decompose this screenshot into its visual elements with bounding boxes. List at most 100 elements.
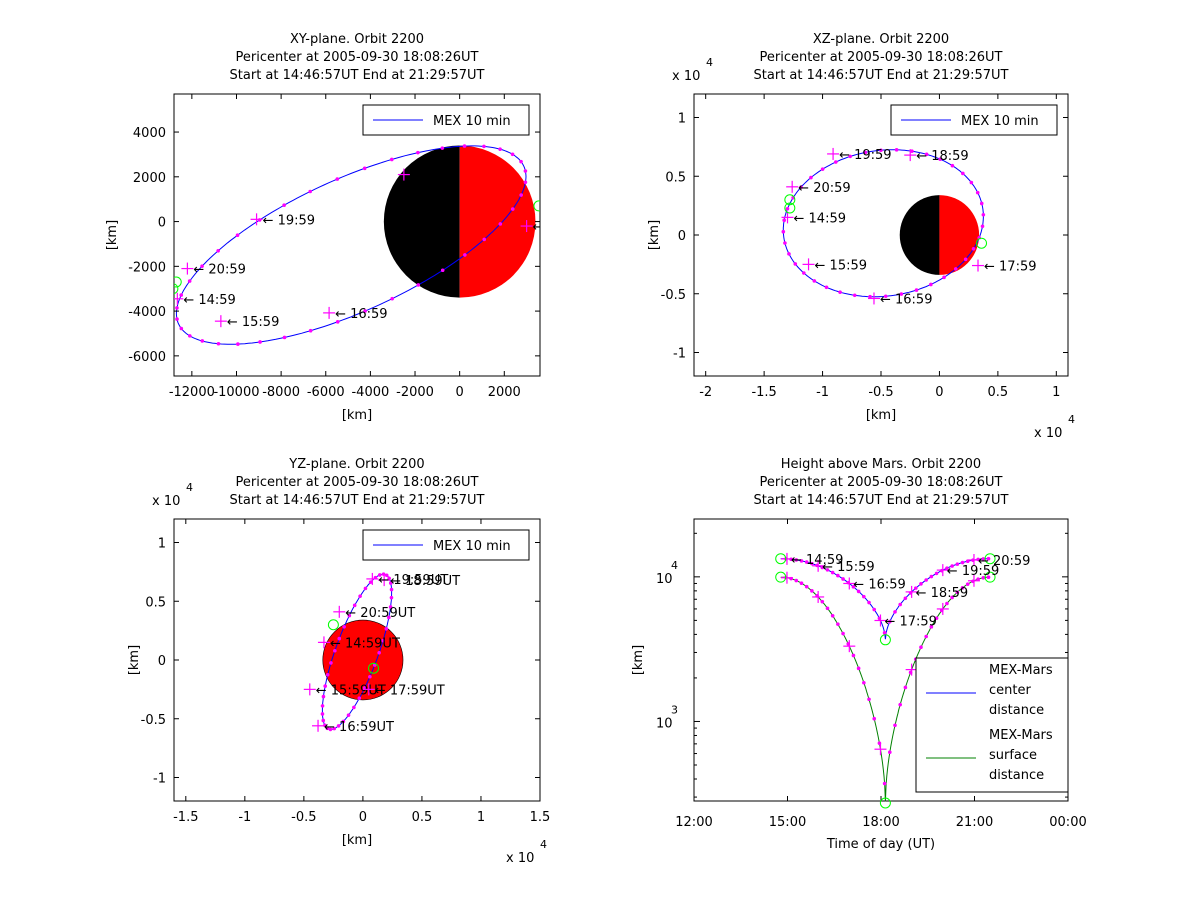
chart-title-line: Pericenter at 2005-09-30 18:08:26UT — [759, 475, 1002, 490]
ten-minute-marker — [924, 634, 928, 639]
ten-minute-marker — [938, 157, 942, 162]
ten-minute-marker — [188, 334, 192, 338]
start-end-marker — [784, 194, 796, 206]
x-tick-label: -1 — [238, 810, 251, 825]
ten-minute-marker — [986, 556, 991, 561]
ten-minute-marker — [387, 615, 391, 620]
legend-label: MEX 10 min — [433, 539, 511, 554]
hour-label: ← 18:59UT — [390, 574, 460, 589]
ten-minute-marker — [851, 585, 856, 589]
ten-minute-marker — [363, 309, 367, 313]
ten-minute-marker — [934, 616, 939, 620]
ten-minute-marker — [384, 573, 389, 578]
ten-minute-marker — [357, 696, 362, 701]
hour-label: ← 20:59 — [798, 181, 851, 196]
ten-minute-marker — [390, 296, 395, 301]
ten-minute-marker — [955, 590, 960, 595]
legend-label: MEX 10 min — [433, 114, 511, 129]
start-end-marker — [533, 200, 540, 212]
ten-minute-marker — [955, 562, 960, 566]
hour-label: ← 16:59UT — [324, 720, 394, 735]
ten-minute-marker — [389, 595, 394, 600]
ten-minute-marker — [980, 224, 985, 229]
ten-minute-marker — [868, 294, 872, 299]
ten-minute-marker — [235, 233, 240, 238]
chart-title-line: Pericenter at 2005-09-30 18:08:26UT — [759, 50, 1002, 65]
ten-minute-marker — [793, 262, 798, 266]
pericenter-marker — [879, 634, 891, 646]
hour-label: ← 20:59 — [193, 263, 246, 278]
x-tick-label: -2 — [699, 385, 712, 400]
y-axis-label: [km] — [105, 220, 120, 250]
ten-minute-marker — [924, 578, 928, 582]
x-tick-label: -8000 — [262, 385, 300, 400]
ten-minute-marker — [836, 573, 840, 578]
ten-minute-marker — [841, 631, 845, 636]
ten-minute-marker — [308, 328, 313, 333]
hour-label: ← 19:59 — [947, 564, 1000, 579]
legend-label: surface — [989, 748, 1037, 763]
ten-minute-marker — [387, 576, 391, 581]
mex-orbit-line — [782, 149, 984, 298]
ten-minute-marker — [523, 180, 528, 185]
y-tick-label-base: 10 — [656, 716, 673, 731]
ten-minute-marker — [187, 279, 192, 283]
x-axis-exponent-power: 4 — [540, 838, 547, 851]
ten-minute-marker — [362, 166, 367, 171]
chart-title-line: XZ-plane. Orbit 2200 — [813, 32, 949, 47]
y-tick-label: 0 — [158, 654, 166, 669]
ten-minute-marker — [898, 602, 902, 607]
ten-minute-marker — [377, 573, 382, 577]
ten-minute-marker — [335, 177, 340, 181]
start-end-marker — [327, 619, 339, 631]
hour-label: ← 15:59 — [815, 258, 868, 273]
hour-label: ← 14:59 — [791, 553, 844, 568]
ten-minute-marker — [882, 781, 887, 786]
x-tick-label: 0.5 — [988, 385, 1009, 400]
start-end-marker — [984, 553, 996, 565]
x-tick-label: 18:00 — [862, 815, 899, 830]
chart-title-line: XY-plane. Orbit 2200 — [290, 32, 424, 47]
ten-minute-marker — [820, 565, 825, 570]
chart-title-line: Start at 14:46:57UT End at 21:29:57UT — [230, 493, 485, 508]
ten-minute-marker — [950, 564, 954, 568]
legend-label: distance — [989, 703, 1044, 718]
ten-minute-marker — [323, 684, 327, 688]
x-tick-label: 2000 — [488, 385, 521, 400]
ten-minute-marker — [981, 557, 986, 561]
y-tick-label-base: 10 — [656, 572, 673, 587]
legend-label: MEX 10 min — [961, 114, 1039, 129]
series-line-surface-distance — [780, 576, 991, 802]
hour-label: ← 18:59 — [916, 149, 969, 164]
ten-minute-marker — [810, 589, 814, 593]
ten-minute-marker — [804, 560, 809, 564]
ten-minute-marker — [463, 253, 467, 257]
x-tick-label: 15:00 — [769, 815, 806, 830]
x-tick-label: 1.5 — [530, 810, 551, 825]
ten-minute-marker — [519, 193, 523, 197]
x-tick-label: -1.5 — [751, 385, 776, 400]
ten-minute-marker — [888, 750, 892, 755]
ten-minute-marker — [179, 326, 184, 331]
ten-minute-marker — [903, 596, 908, 601]
ten-minute-marker — [899, 292, 904, 296]
y-axis-label: [km] — [647, 220, 662, 250]
x-tick-label: 21:00 — [956, 815, 993, 830]
ten-minute-marker — [329, 661, 333, 665]
ten-minute-marker — [325, 726, 330, 731]
ten-minute-marker — [358, 594, 362, 598]
y-tick-label: 2000 — [133, 171, 166, 186]
plot-content: ← 14:59 ← 15:59 ← 16:59 ← 17:59 ← 19:59 ← 20:… — [174, 144, 540, 346]
ten-minute-marker — [368, 580, 373, 584]
ten-minute-marker — [914, 288, 919, 292]
mars-day-side — [459, 145, 536, 298]
ten-minute-marker — [368, 674, 372, 679]
ten-minute-marker — [893, 723, 897, 728]
ten-minute-marker — [352, 603, 357, 608]
y-tick-label-power: 4 — [671, 559, 678, 572]
x-tick-label: 1 — [477, 810, 485, 825]
ten-minute-marker — [841, 577, 845, 581]
pericenter-marker — [879, 797, 891, 809]
ten-minute-marker — [963, 257, 968, 262]
ten-minute-marker — [175, 306, 179, 310]
